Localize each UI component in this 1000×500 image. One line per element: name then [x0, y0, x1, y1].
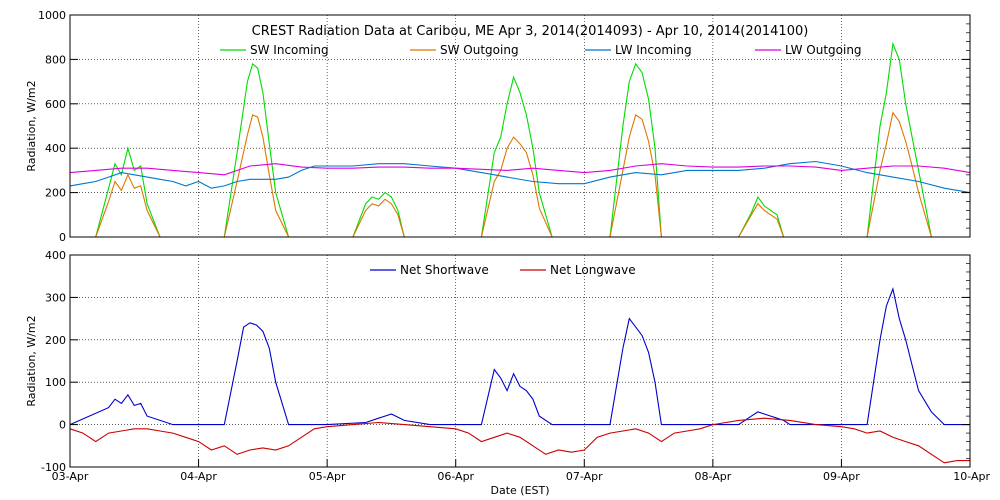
series-line-net-shortwave: [69, 286, 970, 426]
legend-label: SW Outgoing: [440, 43, 519, 57]
x-tick-label: 07-Apr: [566, 470, 603, 483]
y-tick-label: 600: [45, 98, 66, 111]
y-tick-label: 400: [45, 249, 66, 262]
legend-label: SW Incoming: [250, 43, 329, 57]
x-axis-label: Date (EST): [490, 484, 549, 497]
bottom-plot-frame: [69, 254, 971, 468]
bottom-panel: -100 0 100 200 300 400 03-Apr 04-Apr 05-Apr 06-A…: [25, 249, 990, 497]
x-tick-label: 06-Apr: [437, 470, 474, 483]
y-tick-label: -100: [41, 461, 66, 474]
legend-label: Net Longwave: [550, 263, 636, 277]
y-tick-label: 300: [45, 291, 66, 304]
legend-label: LW Incoming: [615, 43, 692, 57]
top-legend: SW Incoming SW Outgoing LW Incoming LW Outg…: [220, 43, 862, 57]
x-tick-label: 05-Apr: [309, 470, 346, 483]
y-tick-label: 800: [45, 53, 66, 66]
y-tick-label: 200: [45, 187, 66, 200]
bottom-legend: Net Shortwave Net Longwave: [370, 263, 636, 277]
x-tick-label: 10-Apr: [953, 470, 990, 483]
y-tick-label: 1000: [38, 9, 66, 22]
bottom-x-ticks: 03-Apr 04-Apr 05-Apr 06-Apr 07-Apr 08-Apr 09-A…: [52, 459, 990, 483]
top-grid: [70, 15, 970, 237]
x-tick-label: 04-Apr: [180, 470, 217, 483]
x-tick-label: 09-Apr: [823, 470, 860, 483]
y-tick-label: 400: [45, 142, 66, 155]
x-tick-label: 08-Apr: [694, 470, 731, 483]
series-line-net-longwave: [69, 417, 970, 464]
top-title: CREST Radiation Data at Caribou, ME Apr …: [252, 24, 809, 39]
top-y-axis-label: Radiation, W/m2: [25, 80, 38, 171]
bottom-y-ticks: -100 0 100 200 300 400: [41, 249, 970, 474]
y-tick-label: 0: [59, 419, 66, 432]
top-plot-frame: [69, 14, 971, 238]
y-tick-label: 200: [45, 334, 66, 347]
y-tick-label: 0: [59, 231, 66, 244]
top-panel: 0 200 400 600 800 1000 CREST Radiation Data a…: [25, 9, 971, 244]
bottom-series: [69, 286, 970, 464]
series-line-lw-outgoing: [69, 163, 971, 176]
legend-label: Net Shortwave: [400, 263, 489, 277]
legend-label: LW Outgoing: [785, 43, 862, 57]
y-tick-label: 100: [45, 376, 66, 389]
bottom-y-axis-label: Radiation, W/m2: [25, 315, 38, 406]
top-y-ticks: 0 200 400 600 800 1000: [38, 9, 970, 244]
x-tick-label: 03-Apr: [52, 470, 89, 483]
